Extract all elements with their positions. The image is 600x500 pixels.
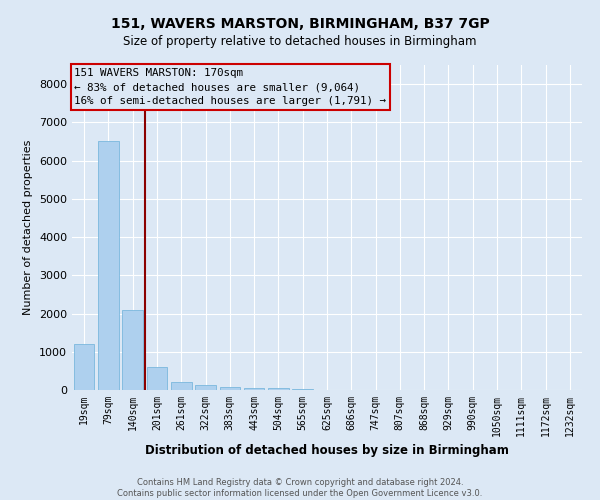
Bar [122,310,143,390]
Text: 151 WAVERS MARSTON: 170sqm
← 83% of detached houses are smaller (9,064)
16% of s: 151 WAVERS MARSTON: 170sqm ← 83% of deta… [74,68,386,106]
Bar [268,388,289,390]
Bar [74,344,94,390]
Bar [195,386,216,390]
Text: Size of property relative to detached houses in Birmingham: Size of property relative to detached ho… [123,35,477,48]
Text: 151, WAVERS MARSTON, BIRMINGHAM, B37 7GP: 151, WAVERS MARSTON, BIRMINGHAM, B37 7GP [110,18,490,32]
X-axis label: Distribution of detached houses by size in Birmingham: Distribution of detached houses by size … [145,444,509,458]
Bar [244,388,265,390]
Y-axis label: Number of detached properties: Number of detached properties [23,140,34,315]
Text: Contains HM Land Registry data © Crown copyright and database right 2024.
Contai: Contains HM Land Registry data © Crown c… [118,478,482,498]
Bar [146,367,167,390]
Bar [98,142,119,390]
Bar [220,387,240,390]
Bar [292,389,313,390]
Bar [171,382,191,390]
